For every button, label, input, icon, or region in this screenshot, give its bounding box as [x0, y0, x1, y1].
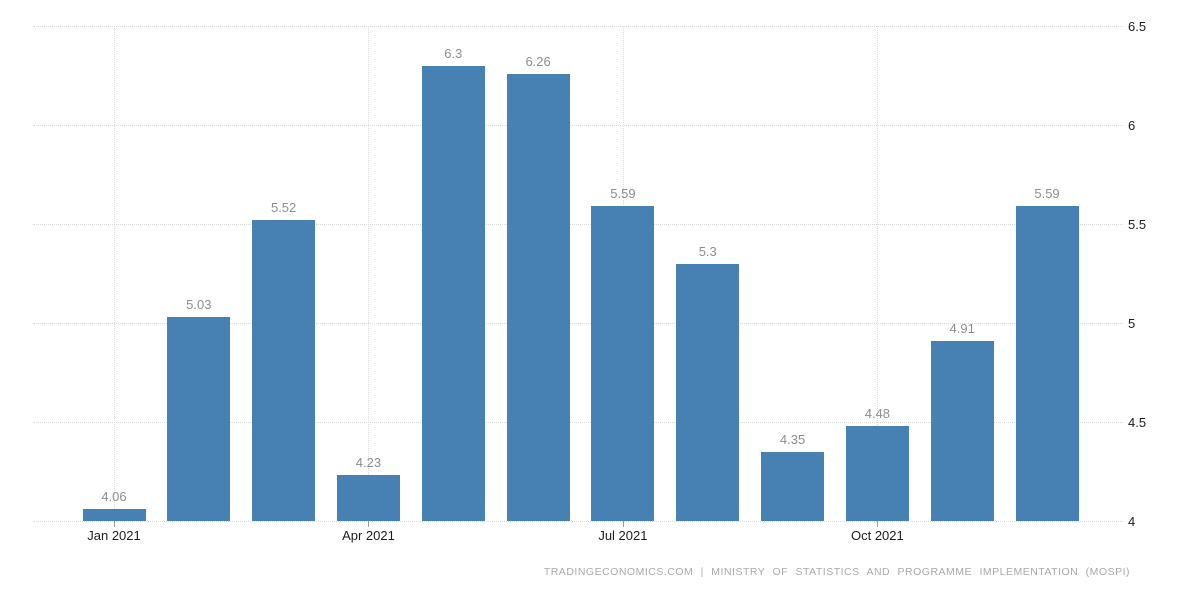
gridline-horizontal: [33, 26, 1123, 27]
source-attribution: TRADINGECONOMICS.COM | MINISTRY OF STATI…: [543, 566, 1130, 578]
bar-value-label: 6.26: [525, 53, 551, 69]
bar: [506, 73, 570, 521]
plot-area: 4.06 5.03 5.52 4.23 6.3 6.26 5.59 5.3 4.35 4.48 4.…: [33, 26, 1123, 522]
y-axis-tick-label: 4.5: [1128, 415, 1147, 430]
x-axis-tick-mark: [877, 521, 879, 527]
y-axis-tick-label: 4: [1128, 514, 1136, 529]
bar-value-label: 4.35: [779, 431, 806, 447]
y-axis-tick-label: 5: [1128, 316, 1136, 331]
bar-value-label: 5.3: [698, 243, 717, 259]
bar: [336, 475, 400, 521]
bar: [676, 263, 740, 521]
bar-value-label: 4.91: [949, 320, 975, 336]
bar: [421, 65, 485, 521]
x-axis-tick-label: Apr 2021: [342, 528, 395, 543]
x-axis-tick-label: Jul 2021: [598, 528, 648, 543]
y-axis-tick-label: 5.5: [1128, 217, 1147, 232]
gridline-horizontal: [33, 422, 1123, 423]
bar-value-label: 5.52: [270, 200, 297, 216]
bar-value-label: 6.3: [444, 45, 463, 61]
bar: [591, 206, 655, 521]
x-axis-tick-label: Jan 2021: [87, 528, 141, 543]
x-axis-tick-mark: [368, 521, 370, 527]
y-axis-tick-label: 6.5: [1128, 19, 1147, 34]
gridline-vertical: [877, 26, 879, 521]
gridline-vertical: [368, 26, 370, 521]
bar-value-label: 4.23: [355, 455, 382, 471]
bar: [845, 425, 909, 521]
bar: [82, 509, 146, 521]
gridline-horizontal: [33, 224, 1123, 225]
bar-value-label: 5.03: [186, 297, 212, 313]
bar: [930, 340, 994, 521]
bar: [167, 317, 231, 521]
gridline-horizontal: [33, 323, 1123, 324]
x-axis-tick-mark: [114, 521, 115, 527]
gridline-horizontal: [33, 125, 1123, 126]
y-axis-tick-label: 6: [1128, 118, 1136, 133]
bar-value-label: 4.48: [864, 405, 891, 421]
bar: [761, 451, 825, 521]
bar: [252, 220, 316, 521]
gridline-horizontal: [33, 521, 1123, 522]
bar-value-label: 5.59: [1034, 186, 1060, 202]
x-axis-tick-label: Oct 2021: [850, 528, 904, 543]
gridline-vertical: [114, 26, 115, 521]
bar-value-label: 4.06: [101, 489, 127, 505]
bar-value-label: 5.59: [610, 186, 636, 202]
x-axis-tick-mark: [622, 521, 624, 527]
bar: [1015, 206, 1079, 521]
